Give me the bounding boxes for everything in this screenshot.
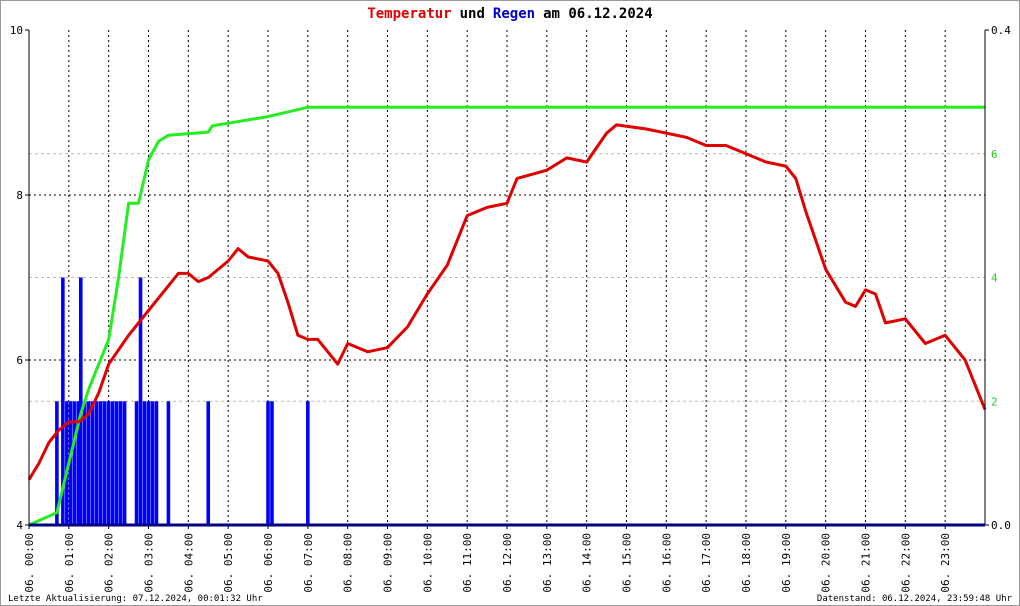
y-tick-label: 4 [16,519,23,532]
y-tick-label: 6 [16,354,23,367]
rain-bar [69,401,73,525]
chart-title: Temperatur und Regen am 06.12.2024 [367,6,652,22]
rain-bar [65,401,69,525]
title-part: Regen [493,6,535,22]
rain-bar [73,401,77,525]
x-tick-label: 06. 04:00 [182,533,195,593]
x-tick-label: 06. 15:00 [621,533,634,593]
y2-tick-label: 0.0 [991,519,1011,532]
title-part: und [460,6,485,22]
title-part: am 06.12.2024 [543,6,653,22]
x-tick-label: 06. 00:00 [23,533,36,593]
y3-tick-label: 6 [991,148,998,161]
rain-bar [82,401,87,525]
x-tick-label: 06. 20:00 [820,533,833,593]
rain-bar [55,401,59,525]
x-tick-label: 06. 05:00 [222,533,235,593]
rain-bar [266,401,270,525]
y2-tick-label: 0.4 [991,24,1011,37]
rain-bar [86,401,91,525]
title-part: Temperatur [367,6,451,22]
rain-bar [98,401,103,525]
rain-bar [102,401,107,525]
series-line [28,105,985,527]
rain-bar [76,401,81,525]
x-tick-label: 06. 13:00 [541,533,554,593]
rain-bar [138,277,143,525]
rain-bar [166,401,171,525]
rain-bar [94,401,99,525]
x-tick-label: 06. 09:00 [382,533,395,593]
y3-tick-label: 4 [991,272,998,285]
rain-bar [78,277,83,525]
x-tick-label: 06. 17:00 [700,533,713,593]
x-tick-label: 06. 11:00 [461,533,474,593]
rain-bar [106,401,111,525]
x-tick-label: 06. 01:00 [63,533,76,593]
x-tick-label: 06. 21:00 [860,533,873,593]
x-tick-label: 06. 18:00 [740,533,753,593]
rain-bar [146,401,151,525]
y3-tick-label: 2 [991,395,998,408]
rain-bar [134,401,139,525]
x-tick-label: 06. 16:00 [660,533,673,593]
rain-bar [114,401,119,525]
y-tick-label: 8 [16,189,23,202]
rain-bar [122,401,127,525]
x-tick-label: 06. 10:00 [421,533,434,593]
rain-bar [118,401,123,525]
rain-bar [206,401,211,525]
series-line [27,123,987,481]
x-tick-label: 06. 22:00 [899,533,912,593]
rain-bar [90,401,95,525]
footer-left: Letzte Aktualisierung: 07.12.2024, 00:01… [8,594,263,604]
rain-bar [154,401,159,525]
y-tick-label: 10 [10,24,23,37]
x-tick-label: 06. 08:00 [342,533,355,593]
x-tick-label: 06. 03:00 [143,533,156,593]
x-tick-label: 06. 06:00 [262,533,275,593]
x-tick-label: 06. 19:00 [780,533,793,593]
x-tick-label: 06. 12:00 [501,533,514,593]
rain-bar [150,401,155,525]
rain-bar [142,401,147,525]
x-tick-label: 06. 23:00 [939,533,952,593]
x-tick-label: 06. 14:00 [581,533,594,593]
footer-right: Datenstand: 06.12.2024, 23:59:48 Uhr [817,594,1013,604]
x-tick-label: 06. 07:00 [302,533,315,593]
x-tick-label: 06. 02:00 [103,533,116,593]
rain-bar [110,401,115,525]
rain-bar [306,401,310,525]
rain-bar [270,401,274,525]
rain-bar [61,277,65,525]
